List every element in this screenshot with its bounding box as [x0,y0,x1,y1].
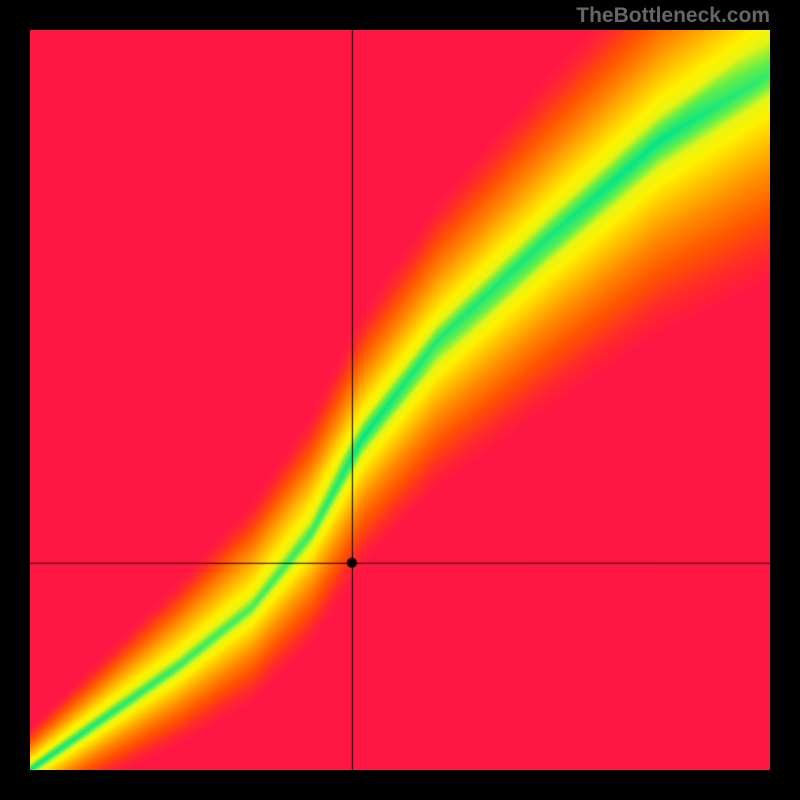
bottleneck-heatmap [30,30,770,770]
chart-container: TheBottleneck.com [0,0,800,800]
watermark-text: TheBottleneck.com [576,4,770,28]
